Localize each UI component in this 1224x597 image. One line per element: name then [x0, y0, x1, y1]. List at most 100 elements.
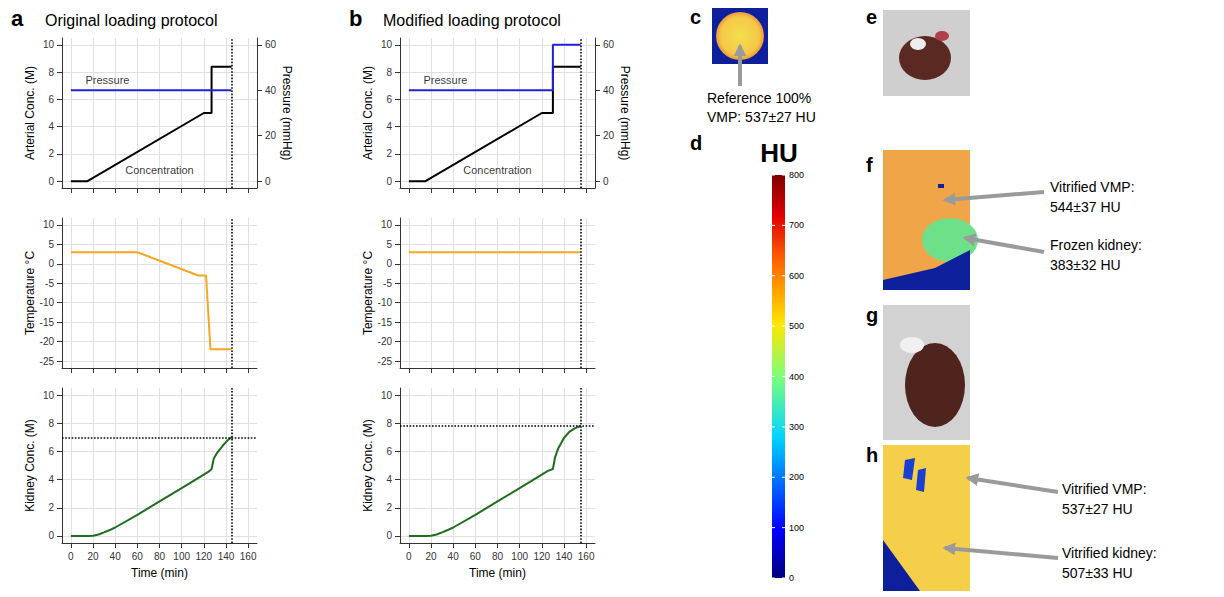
svg-text:800: 800	[789, 170, 804, 180]
svg-text:Vitrified VMP:: Vitrified VMP:	[1062, 481, 1147, 497]
svg-text:60: 60	[265, 39, 277, 50]
svg-text:40: 40	[448, 551, 460, 562]
svg-text:0: 0	[265, 176, 271, 187]
svg-text:Modified loading protocol: Modified loading protocol	[383, 12, 561, 29]
svg-text:8: 8	[48, 418, 54, 429]
svg-text:d: d	[690, 132, 702, 154]
svg-text:10: 10	[43, 219, 55, 230]
svg-text:Reference 100%: Reference 100%	[707, 90, 811, 106]
svg-text:Concentration: Concentration	[463, 164, 532, 176]
svg-text:-15: -15	[378, 317, 393, 328]
svg-text:Pressure (mmHg): Pressure (mmHg)	[618, 66, 632, 161]
svg-text:100: 100	[173, 551, 190, 562]
svg-text:Arterial Conc. (M): Arterial Conc. (M)	[23, 66, 37, 160]
svg-text:f: f	[866, 154, 873, 176]
svg-text:-5: -5	[383, 278, 392, 289]
svg-text:160: 160	[240, 551, 257, 562]
svg-text:4: 4	[48, 474, 54, 485]
svg-text:100: 100	[789, 523, 804, 533]
svg-text:500: 500	[789, 321, 804, 331]
svg-text:4: 4	[386, 121, 392, 132]
svg-text:140: 140	[556, 551, 573, 562]
svg-text:80: 80	[154, 551, 166, 562]
svg-text:40: 40	[603, 85, 615, 96]
svg-text:Pressure: Pressure	[423, 74, 467, 86]
svg-text:0: 0	[386, 176, 392, 187]
svg-text:20: 20	[87, 551, 99, 562]
svg-text:Pressure: Pressure	[85, 74, 129, 86]
svg-text:120: 120	[195, 551, 212, 562]
svg-text:20: 20	[425, 551, 437, 562]
svg-text:h: h	[866, 444, 878, 466]
svg-text:120: 120	[533, 551, 550, 562]
svg-text:2: 2	[48, 502, 54, 513]
svg-text:10: 10	[381, 390, 393, 401]
svg-text:700: 700	[789, 220, 804, 230]
svg-text:6: 6	[386, 446, 392, 457]
svg-text:40: 40	[265, 85, 277, 96]
svg-text:60: 60	[132, 551, 144, 562]
svg-text:0: 0	[603, 176, 609, 187]
svg-text:-20: -20	[40, 336, 55, 347]
svg-text:Pressure (mmHg): Pressure (mmHg)	[280, 66, 294, 161]
svg-text:Concentration: Concentration	[125, 164, 194, 176]
svg-text:0: 0	[48, 176, 54, 187]
svg-text:e: e	[866, 6, 877, 28]
svg-text:VMP: 537±27 HU: VMP: 537±27 HU	[707, 109, 816, 125]
svg-text:200: 200	[789, 472, 804, 482]
svg-text:544±37 HU: 544±37 HU	[1050, 199, 1121, 215]
svg-text:-20: -20	[378, 336, 393, 347]
svg-text:0: 0	[68, 551, 74, 562]
svg-text:300: 300	[789, 422, 804, 432]
svg-text:Vitrified kidney:: Vitrified kidney:	[1062, 545, 1157, 561]
svg-text:0: 0	[789, 573, 794, 583]
svg-text:2: 2	[48, 148, 54, 159]
svg-text:-15: -15	[40, 317, 55, 328]
svg-text:b: b	[349, 6, 362, 31]
svg-text:80: 80	[492, 551, 504, 562]
svg-text:8: 8	[48, 67, 54, 78]
svg-text:4: 4	[48, 121, 54, 132]
svg-text:6: 6	[386, 94, 392, 105]
svg-text:a: a	[11, 6, 24, 31]
svg-text:20: 20	[265, 130, 277, 141]
svg-text:-10: -10	[40, 297, 55, 308]
svg-text:g: g	[866, 304, 878, 326]
svg-text:-25: -25	[40, 356, 55, 367]
svg-text:Temperature °C: Temperature °C	[23, 251, 37, 335]
svg-text:10: 10	[381, 219, 393, 230]
svg-text:400: 400	[789, 372, 804, 382]
svg-text:0: 0	[48, 530, 54, 541]
svg-text:0: 0	[406, 551, 412, 562]
svg-text:-10: -10	[378, 297, 393, 308]
svg-text:c: c	[690, 6, 701, 28]
svg-text:-25: -25	[378, 356, 393, 367]
svg-text:8: 8	[386, 67, 392, 78]
svg-text:0: 0	[386, 530, 392, 541]
svg-text:Original loading protocol: Original loading protocol	[45, 12, 218, 29]
svg-text:HU: HU	[760, 138, 798, 168]
svg-text:60: 60	[470, 551, 482, 562]
svg-text:507±33 HU: 507±33 HU	[1062, 565, 1133, 581]
svg-text:20: 20	[603, 130, 615, 141]
svg-text:0: 0	[48, 258, 54, 269]
svg-text:Kidney Conc. (M): Kidney Conc. (M)	[361, 419, 375, 512]
svg-text:Time (min): Time (min)	[469, 566, 526, 580]
svg-text:5: 5	[48, 239, 54, 250]
svg-text:160: 160	[578, 551, 595, 562]
svg-text:2: 2	[386, 148, 392, 159]
svg-text:Temperature °C: Temperature °C	[361, 251, 375, 335]
svg-text:Kidney Conc. (M): Kidney Conc. (M)	[23, 419, 37, 512]
svg-text:40: 40	[110, 551, 122, 562]
svg-text:Vitrified VMP:: Vitrified VMP:	[1050, 179, 1135, 195]
svg-text:Time (min): Time (min)	[131, 566, 188, 580]
svg-text:-5: -5	[45, 278, 54, 289]
svg-text:600: 600	[789, 271, 804, 281]
svg-text:10: 10	[43, 390, 55, 401]
svg-text:383±32 HU: 383±32 HU	[1050, 257, 1121, 273]
svg-text:Arterial Conc. (M): Arterial Conc. (M)	[361, 66, 375, 160]
svg-text:537±27 HU: 537±27 HU	[1062, 501, 1133, 517]
svg-text:140: 140	[218, 551, 235, 562]
svg-text:0: 0	[386, 258, 392, 269]
svg-text:10: 10	[43, 39, 55, 50]
